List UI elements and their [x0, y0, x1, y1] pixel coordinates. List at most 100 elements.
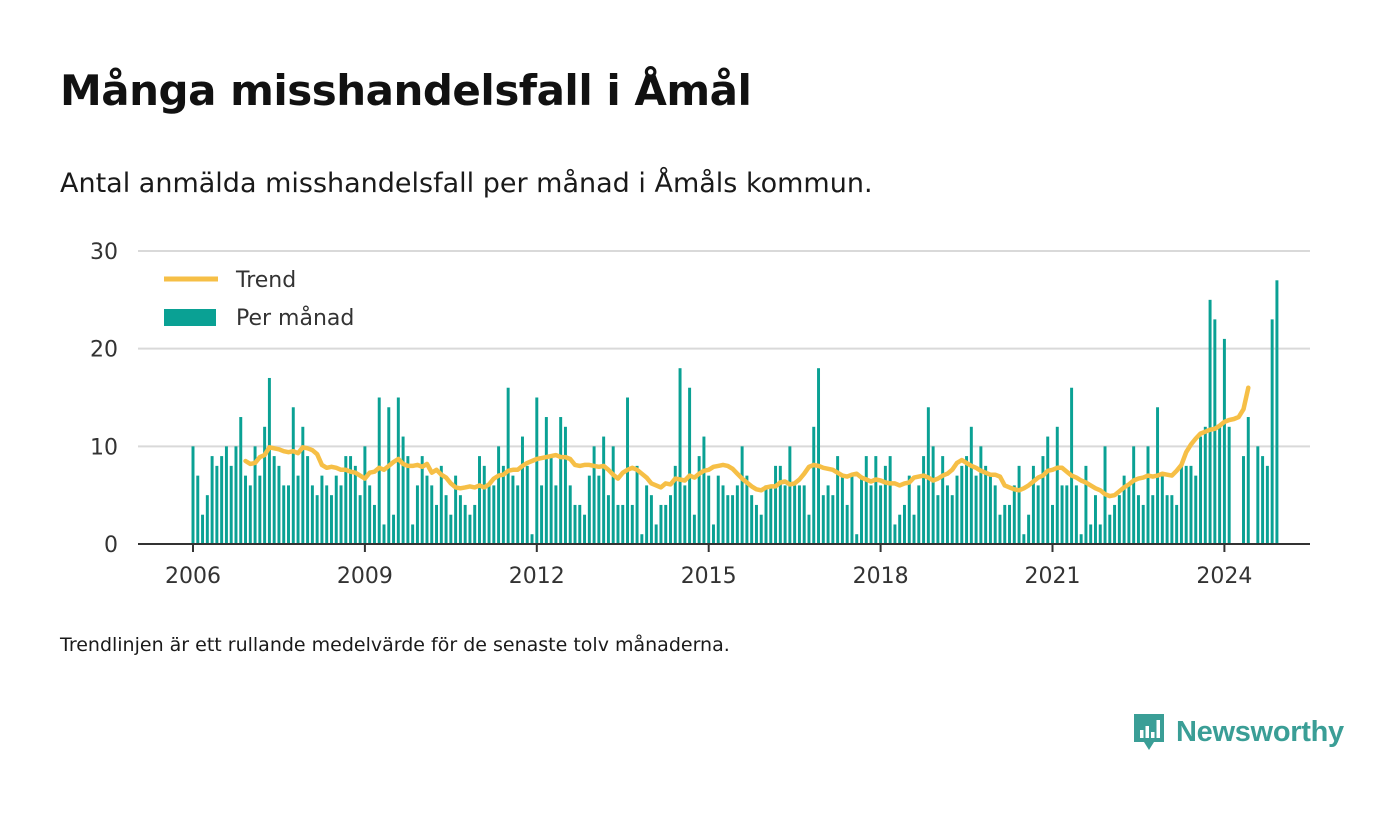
bar [301, 426, 305, 544]
bar [673, 465, 677, 544]
bar [540, 485, 544, 544]
bar [836, 456, 840, 544]
bar [1242, 456, 1245, 544]
bar [645, 485, 649, 544]
bar [793, 485, 797, 544]
bar [1246, 417, 1250, 544]
bar [664, 504, 668, 544]
bar [1036, 485, 1040, 544]
x-tick-label: 2015 [681, 564, 737, 589]
bar [291, 407, 295, 544]
bar [587, 475, 591, 544]
bar [1213, 319, 1217, 544]
bar [711, 524, 715, 544]
bar [707, 475, 711, 544]
bar [196, 475, 200, 544]
newsworthy-logo-icon [1134, 714, 1164, 750]
bar [244, 475, 248, 544]
bar [578, 504, 582, 544]
bar [415, 485, 419, 544]
bar [454, 475, 458, 544]
bar [372, 504, 376, 544]
y-tick-label: 30 [90, 240, 118, 265]
bar [888, 456, 892, 544]
bar [945, 485, 949, 544]
bar [239, 417, 243, 544]
bar [473, 504, 477, 544]
bar [969, 426, 973, 544]
bar [387, 407, 391, 544]
bar [955, 475, 959, 544]
bar [1146, 446, 1150, 544]
bar [1065, 485, 1069, 544]
bar [759, 514, 763, 544]
bar [201, 514, 205, 544]
bar [1218, 426, 1222, 544]
bar [1194, 475, 1198, 544]
newsworthy-logo[interactable]: Newsworthy [1132, 712, 1344, 752]
bar [630, 504, 634, 544]
bar [215, 465, 219, 544]
bar [1008, 504, 1012, 544]
bar [788, 446, 792, 544]
bar [697, 456, 701, 544]
bar [611, 446, 615, 544]
bar [1108, 514, 1112, 544]
bar [692, 514, 696, 544]
bar [1132, 446, 1136, 544]
bar [1261, 456, 1265, 544]
bar [306, 456, 310, 544]
bar [487, 485, 491, 544]
bar [754, 504, 758, 544]
y-tick-label: 0 [104, 533, 118, 558]
bar [635, 465, 639, 544]
chart-subtitle: Antal anmälda misshandelsfall per månad … [60, 168, 873, 199]
bar [769, 485, 773, 544]
legend-trend-label: Trend [235, 268, 296, 293]
bar [1122, 475, 1126, 544]
bar [860, 475, 863, 544]
bar [492, 485, 496, 544]
bar [282, 485, 286, 544]
bar [883, 465, 887, 544]
bar [382, 524, 386, 544]
bar [740, 446, 744, 544]
bar [1175, 504, 1179, 544]
bar [1222, 338, 1226, 544]
bar [898, 514, 902, 544]
bar [535, 397, 539, 544]
bar [263, 426, 267, 544]
bar [1136, 495, 1140, 544]
bar [573, 504, 577, 544]
bar [912, 514, 916, 544]
bar [869, 485, 873, 544]
bar [277, 465, 281, 544]
bar [1046, 436, 1050, 544]
bar [936, 495, 940, 544]
bar [1265, 465, 1269, 544]
bar [922, 456, 926, 544]
bar [248, 485, 252, 544]
bar [430, 485, 434, 544]
bar [1256, 446, 1260, 544]
bar [1208, 299, 1212, 544]
x-axis-ticks: 2006 2009 2012 2015 2018 2021 2024 [165, 544, 1252, 589]
x-tick-label: 2021 [1025, 564, 1081, 589]
bar [931, 446, 935, 544]
bar [224, 446, 228, 544]
bar [435, 504, 439, 544]
bar [993, 485, 997, 544]
bar [544, 417, 548, 544]
bar [406, 456, 410, 544]
bar [1127, 485, 1131, 544]
bar [329, 495, 333, 544]
bar [1098, 524, 1102, 544]
bar [358, 495, 362, 544]
bar [874, 456, 878, 544]
bar [960, 465, 964, 544]
bar [320, 475, 324, 544]
y-tick-label: 10 [90, 435, 118, 460]
bar [444, 495, 448, 544]
chart: 0 10 20 30 2006 2009 2012 2015 2018 2021 2024 Tre… [90, 240, 1310, 589]
bar [482, 465, 486, 544]
